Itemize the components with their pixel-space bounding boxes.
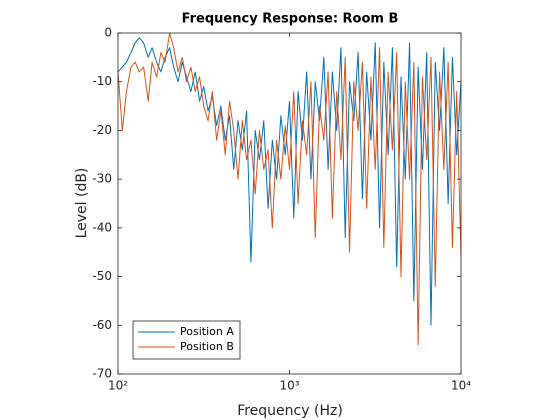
chart-title: Frequency Response: Room B — [182, 12, 399, 27]
y-tick-label: -70 — [92, 367, 112, 381]
y-tick-label: -50 — [92, 269, 112, 283]
x-tick-label: 10⁴ — [451, 379, 471, 393]
legend-box — [132, 320, 241, 360]
y-tick-label: -10 — [92, 74, 112, 88]
y-tick-label: -20 — [92, 123, 112, 137]
y-tick-label: 0 — [104, 26, 112, 40]
y-axis-label: Level (dB) — [74, 168, 90, 239]
y-tick-label: -30 — [92, 172, 112, 186]
legend-label: Position A — [180, 325, 234, 338]
plot-lines — [118, 33, 461, 346]
series-line — [118, 33, 461, 346]
y-tick-label: -40 — [92, 220, 112, 234]
x-tick-label: 10³ — [279, 379, 299, 393]
x-tick-label: 10² — [108, 379, 128, 393]
x-axis-label: Frequency (Hz) — [237, 403, 343, 419]
y-tick-label: -60 — [92, 318, 112, 332]
legend-label: Position B — [180, 340, 234, 353]
